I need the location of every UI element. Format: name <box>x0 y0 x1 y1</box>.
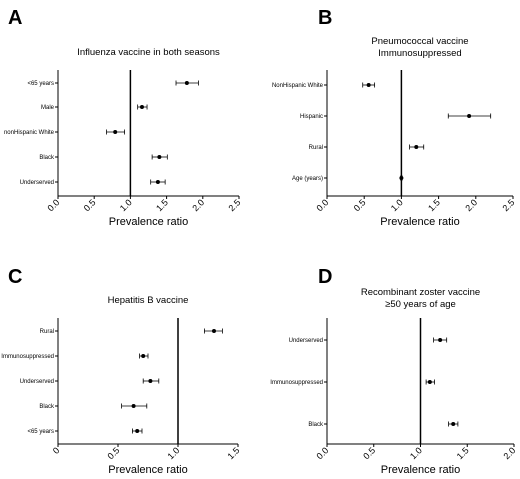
panel-title: Recombinant zoster vaccine <box>361 287 480 298</box>
panel-title: ≥50 years of age <box>385 299 456 310</box>
estimate-point <box>414 145 419 149</box>
x-axis-label: Prevalence ratio <box>380 216 460 228</box>
x-tick-label: 1.0 <box>389 197 405 213</box>
category-label: Rural <box>40 329 54 335</box>
estimate-point <box>467 114 472 118</box>
category-label: Hispanic <box>300 114 323 120</box>
x-tick-label: 0.5 <box>361 445 377 461</box>
estimate-point <box>148 379 153 383</box>
x-axis-label: Prevalence ratio <box>108 464 188 476</box>
x-tick-label: 2.0 <box>501 445 517 461</box>
x-tick-label: 0.0 <box>314 197 330 213</box>
estimate-point <box>451 422 456 426</box>
x-axis-label: Prevalence ratio <box>109 216 189 228</box>
estimate-point <box>366 83 371 87</box>
x-tick-label: 0.5 <box>352 197 368 213</box>
panel-letter: C <box>8 266 22 288</box>
panel-title: Influenza vaccine in both seasons <box>77 47 220 58</box>
estimate-point <box>399 176 404 180</box>
estimate-point <box>212 329 216 333</box>
category-label: NonHispanic White <box>272 83 324 89</box>
x-tick-label: 0.5 <box>105 445 121 461</box>
estimate-point <box>184 81 189 85</box>
panel-a: A Influenza vaccine in both seasons 0.0 0.5… <box>4 7 242 228</box>
x-tick-label: 1.5 <box>225 445 241 461</box>
estimate-point <box>113 130 118 134</box>
category-label: Black <box>39 155 55 161</box>
x-tick-label: 1.0 <box>165 445 181 461</box>
x-tick-label: 1.0 <box>118 197 134 213</box>
x-tick-label: 0.0 <box>45 197 61 213</box>
estimate-point <box>155 180 160 184</box>
category-label: Rural <box>309 145 323 151</box>
category-label: <65 years <box>27 81 54 87</box>
x-axis-label: Prevalence ratio <box>381 464 461 476</box>
estimate-point <box>135 429 140 433</box>
x-tick-label: 0 <box>51 445 62 456</box>
panel-c: C Hepatitis B vaccine 0 0.5 1.0 1.5 Prevalence… <box>1 266 241 476</box>
category-label: Black <box>308 422 324 428</box>
estimate-point <box>131 404 136 408</box>
panel-title: Pneumococcal vaccine <box>371 36 468 47</box>
category-label: Underserved <box>20 180 54 186</box>
estimate-point <box>139 105 144 109</box>
category-label: Immunosuppressed <box>1 354 54 360</box>
x-tick-label: 1.5 <box>154 197 170 213</box>
panel-title: Immunosuppressed <box>378 48 461 59</box>
category-label: Black <box>39 404 55 410</box>
estimate-point <box>141 354 146 358</box>
x-tick-label: 2.5 <box>226 197 242 213</box>
category-label: Male <box>41 105 55 111</box>
x-tick-label: 1.5 <box>426 197 442 213</box>
category-label: Age (years) <box>292 176 323 182</box>
panel-letter: A <box>8 7 22 29</box>
x-tick-label: 0.0 <box>314 445 330 461</box>
panel-d: D Recombinant zoster vaccine≥50 years of … <box>270 266 517 476</box>
category-label: <65 years <box>27 429 54 435</box>
estimate-point <box>438 338 443 342</box>
panel-letter: D <box>318 266 332 288</box>
estimate-point <box>427 380 432 384</box>
estimate-point <box>157 155 162 159</box>
x-tick-label: 2.0 <box>463 197 479 213</box>
panel-title: Hepatitis B vaccine <box>108 295 189 306</box>
category-label: Immunosuppressed <box>270 380 323 386</box>
panel-letter: B <box>318 7 332 29</box>
x-tick-label: 1.5 <box>455 445 471 461</box>
category-label: Underserved <box>20 379 54 385</box>
x-tick-label: 2.0 <box>190 197 206 213</box>
x-tick-label: 2.5 <box>500 197 516 213</box>
x-tick-label: 1.0 <box>408 445 424 461</box>
x-tick-label: 0.5 <box>82 197 98 213</box>
category-label: nonHispanic White <box>4 130 55 136</box>
category-label: Underserved <box>289 338 323 344</box>
